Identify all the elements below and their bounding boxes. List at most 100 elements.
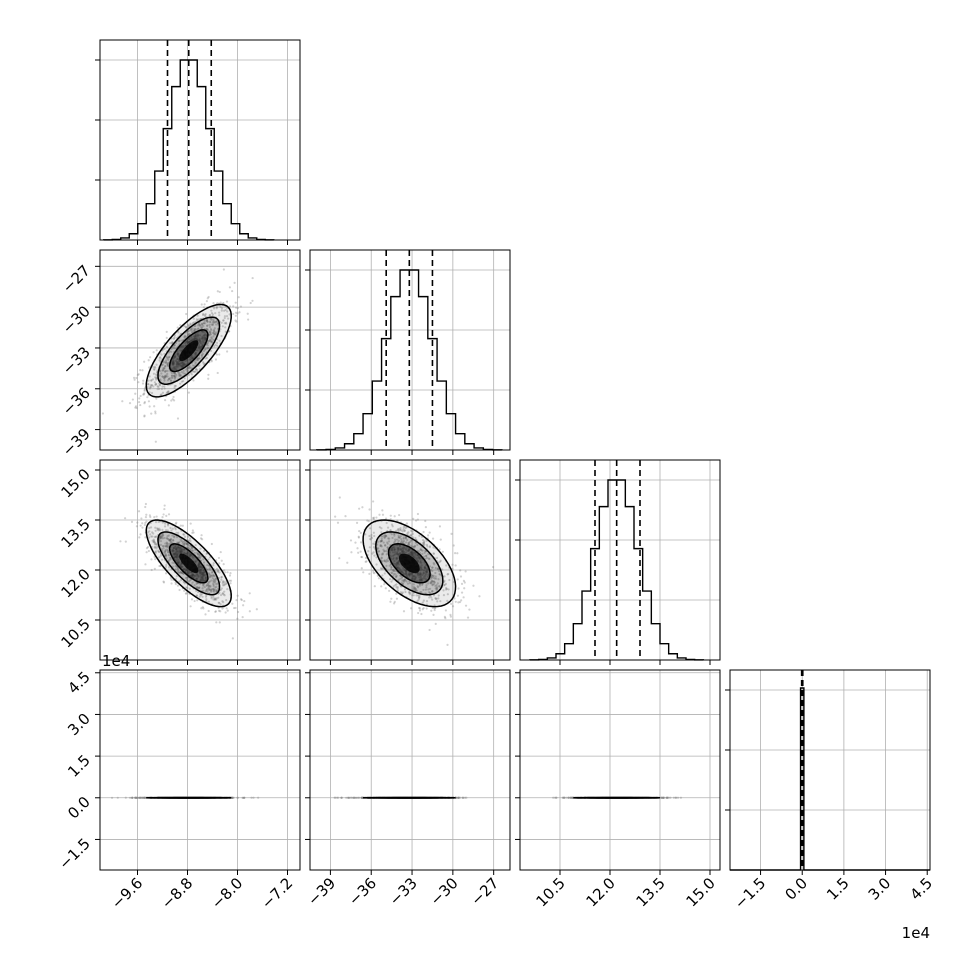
scatter-point xyxy=(412,555,416,559)
scatter-point xyxy=(166,364,169,367)
scatter-point xyxy=(137,796,140,799)
density-contour xyxy=(168,543,209,584)
scatter-point xyxy=(384,544,387,547)
scatter-point xyxy=(445,586,448,590)
scatter-point xyxy=(165,374,168,377)
scatter-point xyxy=(187,535,190,538)
scatter-point xyxy=(377,547,380,550)
scatter-point xyxy=(383,559,386,563)
scatter-point xyxy=(191,529,194,532)
scatter-point xyxy=(185,592,188,595)
scatter-point xyxy=(208,314,211,317)
scatter-point xyxy=(428,596,431,599)
scatter-point xyxy=(407,541,410,544)
scatter-point xyxy=(389,514,392,517)
scatter-point xyxy=(223,584,226,587)
scatter-point xyxy=(179,547,182,550)
scatter-point xyxy=(208,576,211,579)
scatter-point xyxy=(235,320,238,323)
scatter-point xyxy=(419,572,422,575)
scatter-point xyxy=(171,550,174,553)
scatter-point xyxy=(340,796,343,799)
scatter-point xyxy=(183,543,186,546)
scatter-point xyxy=(183,552,186,555)
scatter-point xyxy=(172,546,175,550)
scatter-point xyxy=(386,546,390,549)
scatter-point xyxy=(175,556,179,560)
scatter-point xyxy=(389,549,392,552)
scatter-point xyxy=(179,349,182,352)
scatter-point xyxy=(415,554,418,557)
scatter-point xyxy=(392,569,395,572)
scatter-point xyxy=(180,345,184,348)
scatter-point xyxy=(434,587,437,590)
scatter-point xyxy=(195,368,199,372)
scatter-point xyxy=(387,537,390,540)
scatter-point xyxy=(443,580,446,583)
scatter-point xyxy=(396,587,399,590)
scatter-point xyxy=(381,552,384,555)
scatter-point xyxy=(412,575,415,578)
scatter-point xyxy=(417,573,420,576)
scatter-point xyxy=(202,312,205,316)
scatter-point xyxy=(158,359,161,362)
density-contour xyxy=(157,316,221,385)
scatter-point xyxy=(152,538,155,541)
scatter-point xyxy=(169,539,172,542)
scatter-point xyxy=(160,558,164,561)
scatter-point xyxy=(397,549,400,552)
scatter-point xyxy=(185,542,189,545)
scatter-point xyxy=(202,558,205,561)
scatter-point xyxy=(407,549,410,552)
scatter-point xyxy=(203,313,206,317)
scatter-point xyxy=(139,524,142,527)
scatter-point xyxy=(395,563,399,566)
scatter-point xyxy=(398,528,401,531)
scatter-point xyxy=(210,340,213,343)
scatter-point xyxy=(131,796,134,799)
scatter-point xyxy=(171,565,175,568)
scatter-point xyxy=(139,796,142,799)
scatter-point xyxy=(207,588,211,592)
scatter-point xyxy=(191,356,194,360)
scatter-point xyxy=(457,796,460,799)
scatter-point xyxy=(215,331,218,334)
scatter-point xyxy=(168,355,171,359)
scatter-point xyxy=(190,328,193,331)
scatter-point xyxy=(432,580,435,583)
scatter-point xyxy=(198,323,202,326)
scatter-point xyxy=(372,571,375,574)
scatter-point xyxy=(201,352,205,356)
scatter-point xyxy=(167,537,170,541)
scatter-point xyxy=(202,571,205,575)
scatter-point xyxy=(385,521,388,525)
scatter-point xyxy=(186,552,189,555)
scatter-point xyxy=(171,367,174,370)
scatter-point xyxy=(201,336,204,339)
scatter-point xyxy=(226,609,229,612)
scatter-point xyxy=(174,367,177,370)
scatter-point xyxy=(176,363,179,366)
scatter-point xyxy=(400,570,403,574)
scatter-point xyxy=(196,338,199,341)
scatter-point xyxy=(171,549,174,552)
scatter-point xyxy=(204,312,207,316)
scatter-point xyxy=(202,322,206,325)
scatter-point xyxy=(140,517,143,520)
scatter-point xyxy=(428,628,431,632)
scatter-point xyxy=(447,588,450,591)
scatter-point xyxy=(154,543,158,546)
scatter-point xyxy=(444,609,447,612)
scatter-point xyxy=(370,533,373,537)
scatter-point xyxy=(209,331,212,334)
scatter-point xyxy=(197,591,200,594)
scatter-point xyxy=(220,334,223,338)
scatter-point xyxy=(154,440,157,443)
scatter-point xyxy=(215,588,218,592)
scatter-point xyxy=(219,610,222,613)
scatter-point xyxy=(186,586,189,589)
scatter-point xyxy=(360,796,363,799)
scatter-point xyxy=(197,346,200,350)
scatter-point xyxy=(179,564,182,567)
scatter-point xyxy=(357,796,360,799)
